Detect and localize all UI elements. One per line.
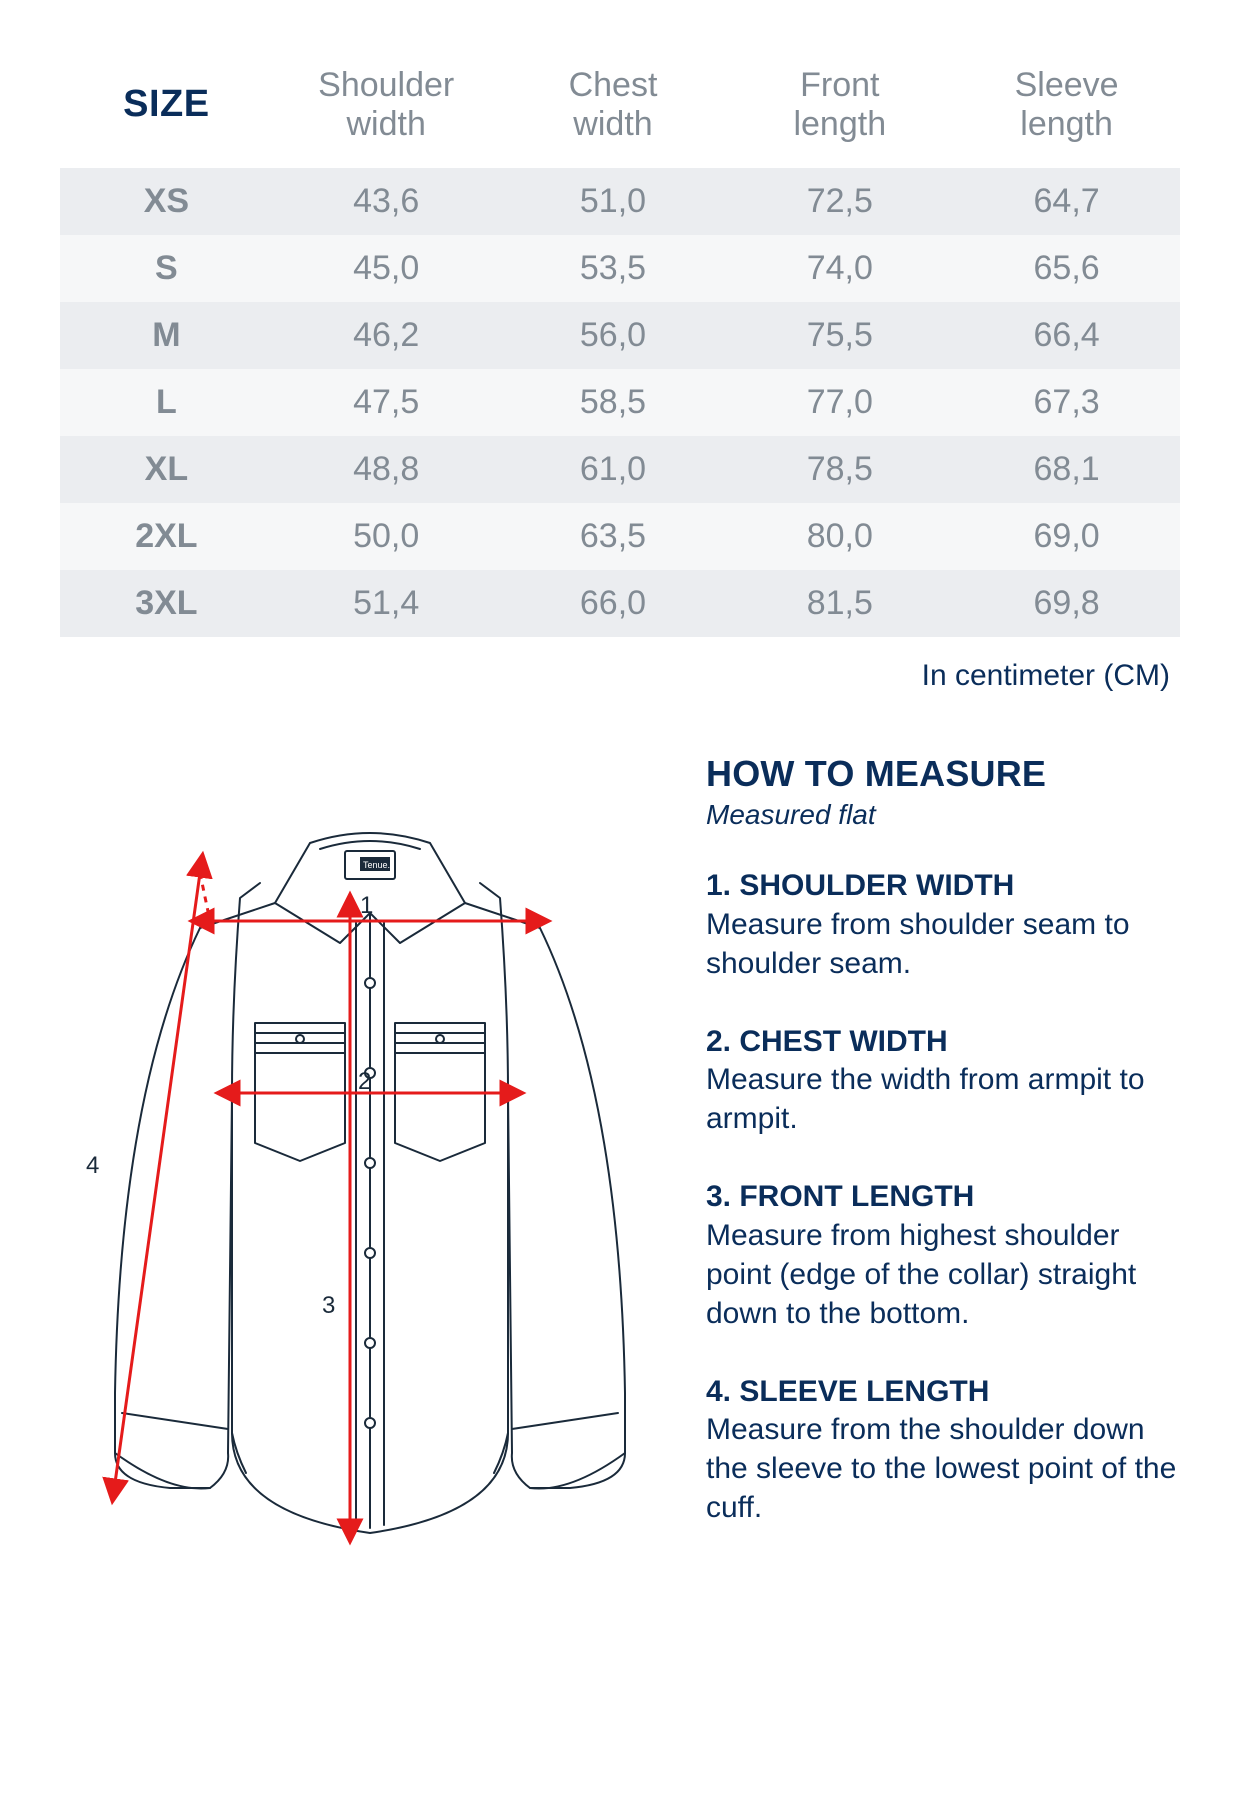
size-cell: M bbox=[60, 302, 273, 369]
value-cell: 68,1 bbox=[953, 436, 1180, 503]
size-cell: XL bbox=[60, 436, 273, 503]
header-size: SIZE bbox=[60, 60, 273, 168]
value-cell: 65,6 bbox=[953, 235, 1180, 302]
table-row: L47,558,577,067,3 bbox=[60, 369, 1180, 436]
header-chest: Chestwidth bbox=[500, 60, 727, 168]
value-cell: 78,5 bbox=[726, 436, 953, 503]
table-row: S45,053,574,065,6 bbox=[60, 235, 1180, 302]
value-cell: 67,3 bbox=[953, 369, 1180, 436]
table-row: XL48,861,078,568,1 bbox=[60, 436, 1180, 503]
unit-note: In centimeter (CM) bbox=[60, 659, 1180, 693]
value-cell: 64,7 bbox=[953, 168, 1180, 235]
value-cell: 66,0 bbox=[500, 570, 727, 637]
value-cell: 75,5 bbox=[726, 302, 953, 369]
table-row: 2XL50,063,580,069,0 bbox=[60, 503, 1180, 570]
value-cell: 69,0 bbox=[953, 503, 1180, 570]
size-cell: 2XL bbox=[60, 503, 273, 570]
header-shoulder: Shoulderwidth bbox=[273, 60, 500, 168]
value-cell: 46,2 bbox=[273, 302, 500, 369]
diagram-number-4: 4 bbox=[86, 1152, 99, 1179]
value-cell: 50,0 bbox=[273, 503, 500, 570]
value-cell: 45,0 bbox=[273, 235, 500, 302]
step-body: Measure from the shoulder down the sleev… bbox=[706, 1410, 1180, 1527]
size-cell: L bbox=[60, 369, 273, 436]
step-title: 3. FRONT LENGTH bbox=[706, 1178, 1180, 1216]
value-cell: 80,0 bbox=[726, 503, 953, 570]
value-cell: 81,5 bbox=[726, 570, 953, 637]
howto-subtitle: Measured flat bbox=[706, 799, 1180, 831]
step-body: Measure the width from armpit to armpit. bbox=[706, 1060, 1180, 1138]
value-cell: 56,0 bbox=[500, 302, 727, 369]
diagram-number-3: 3 bbox=[322, 1292, 335, 1319]
diagram-brand-label: Tenue. bbox=[363, 860, 390, 870]
size-cell: S bbox=[60, 235, 273, 302]
step-title: 4. SLEEVE LENGTH bbox=[706, 1373, 1180, 1411]
how-to-measure: HOW TO MEASURE Measured flat 1. SHOULDER… bbox=[690, 753, 1180, 1598]
size-table: SIZE Shoulderwidth Chestwidth Frontlengt… bbox=[60, 60, 1180, 637]
header-sleeve: Sleevelength bbox=[953, 60, 1180, 168]
value-cell: 47,5 bbox=[273, 369, 500, 436]
value-cell: 43,6 bbox=[273, 168, 500, 235]
howto-step: 3. FRONT LENGTHMeasure from highest shou… bbox=[706, 1178, 1180, 1333]
value-cell: 61,0 bbox=[500, 436, 727, 503]
howto-step: 2. CHEST WIDTHMeasure the width from arm… bbox=[706, 1023, 1180, 1139]
diagram-number-2: 2 bbox=[358, 1068, 371, 1095]
table-row: M46,256,075,566,4 bbox=[60, 302, 1180, 369]
howto-title: HOW TO MEASURE bbox=[706, 753, 1180, 795]
value-cell: 74,0 bbox=[726, 235, 953, 302]
value-cell: 72,5 bbox=[726, 168, 953, 235]
shirt-diagram: 1 2 3 4 Tenue. bbox=[60, 753, 680, 1598]
table-row: 3XL51,466,081,569,8 bbox=[60, 570, 1180, 637]
value-cell: 58,5 bbox=[500, 369, 727, 436]
value-cell: 51,4 bbox=[273, 570, 500, 637]
value-cell: 48,8 bbox=[273, 436, 500, 503]
value-cell: 69,8 bbox=[953, 570, 1180, 637]
size-table-head: SIZE Shoulderwidth Chestwidth Frontlengt… bbox=[60, 60, 1180, 168]
size-table-body: XS43,651,072,564,7S45,053,574,065,6M46,2… bbox=[60, 168, 1180, 637]
value-cell: 53,5 bbox=[500, 235, 727, 302]
howto-step: 4. SLEEVE LENGTHMeasure from the shoulde… bbox=[706, 1373, 1180, 1528]
value-cell: 66,4 bbox=[953, 302, 1180, 369]
header-front: Frontlength bbox=[726, 60, 953, 168]
howto-step: 1. SHOULDER WIDTHMeasure from shoulder s… bbox=[706, 867, 1180, 983]
step-title: 1. SHOULDER WIDTH bbox=[706, 867, 1180, 905]
value-cell: 51,0 bbox=[500, 168, 727, 235]
value-cell: 63,5 bbox=[500, 503, 727, 570]
value-cell: 77,0 bbox=[726, 369, 953, 436]
step-body: Measure from shoulder seam to shoulder s… bbox=[706, 905, 1180, 983]
step-title: 2. CHEST WIDTH bbox=[706, 1023, 1180, 1061]
step-body: Measure from highest shoulder point (edg… bbox=[706, 1216, 1180, 1333]
diagram-number-1: 1 bbox=[360, 892, 373, 919]
table-row: XS43,651,072,564,7 bbox=[60, 168, 1180, 235]
size-cell: 3XL bbox=[60, 570, 273, 637]
size-cell: XS bbox=[60, 168, 273, 235]
